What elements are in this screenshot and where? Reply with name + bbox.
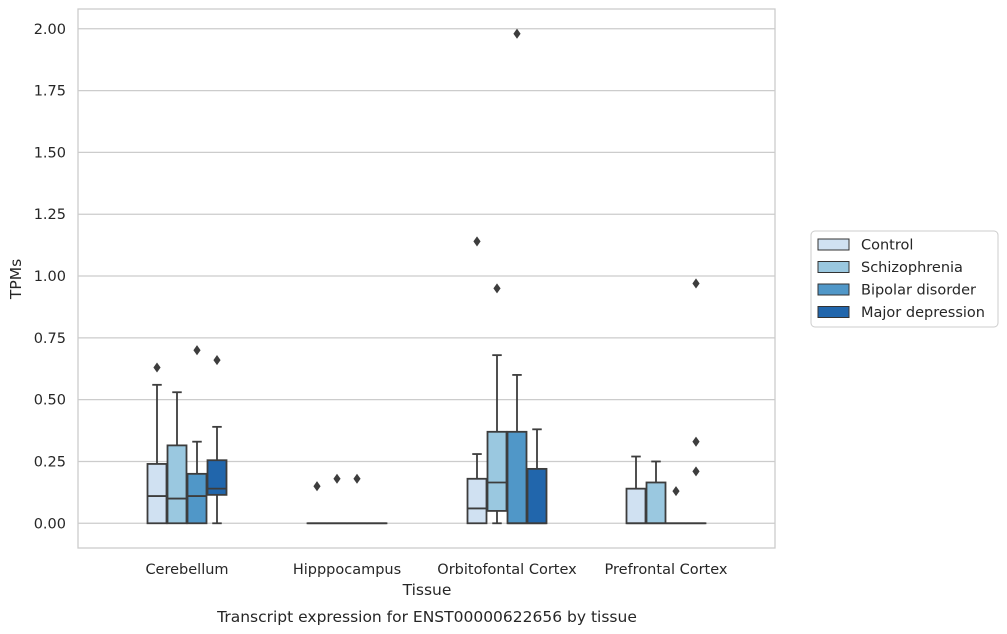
legend-label: Bipolar disorder	[861, 283, 976, 299]
legend-item: Bipolar disorder	[817, 283, 976, 299]
legend: Control Schizophrenia Bipolar disorder Majo…	[810, 230, 999, 328]
y-tick-label: 0.50	[34, 393, 66, 409]
chart-title: Transcript expression for ENST0000062265…	[216, 608, 637, 626]
outlier-point	[513, 28, 521, 39]
legend-label: Control	[861, 238, 913, 254]
legend-item: Schizophrenia	[817, 260, 963, 276]
legend-swatch	[817, 283, 850, 296]
y-axis-label: TPMs	[7, 259, 25, 300]
x-tick-label: Orbitofontal Cortex	[437, 562, 577, 578]
box-schizophrenia	[645, 460, 667, 525]
box-schizophrenia	[486, 283, 508, 525]
outlier-point	[333, 473, 341, 484]
x-axis-ticks: Cerebellum Hipppocampus Orbitofontal Corte…	[145, 562, 727, 578]
outlier-point	[353, 473, 361, 484]
box	[486, 430, 508, 512]
y-tick-label: 2.00	[34, 22, 66, 38]
outlier-point	[313, 481, 321, 492]
box-schizophrenia	[166, 391, 188, 525]
box	[526, 467, 548, 525]
box-bipolar-disorder	[186, 345, 208, 525]
box	[625, 487, 647, 525]
box-bipolar-disorder	[665, 486, 687, 525]
y-tick-label: 1.50	[34, 145, 66, 161]
outlier-point	[692, 278, 700, 289]
box-bipolar-disorder	[346, 473, 368, 525]
box-control	[625, 455, 647, 525]
box	[506, 430, 528, 525]
y-tick-label: 0.00	[34, 516, 66, 532]
x-tick-label: Hipppocampus	[293, 562, 401, 578]
box-major-depression	[526, 428, 548, 525]
x-tick-label: Prefrontal Cortex	[605, 562, 728, 578]
plot-frame	[77, 8, 776, 549]
box	[146, 463, 168, 525]
x-axis-label: Tissue	[402, 581, 452, 599]
outlier-point	[672, 486, 680, 497]
outlier-point	[193, 345, 201, 356]
box-control	[306, 481, 328, 525]
y-tick-label: 1.25	[34, 207, 66, 223]
legend-label: Major depression	[861, 305, 985, 321]
outlier-point	[692, 466, 700, 477]
legend-swatch	[817, 261, 850, 273]
box	[166, 444, 188, 525]
y-tick-label: 1.75	[34, 84, 66, 100]
y-axis-ticks: 0.00 0.25 0.50 0.75 1.00 1.25 1.50 1.75 2.00	[34, 22, 66, 532]
outlier-point	[213, 355, 221, 366]
x-tick-label: Cerebellum	[145, 562, 228, 578]
gridlines	[78, 28, 775, 524]
box-major-depression	[685, 278, 707, 525]
box	[645, 481, 667, 525]
box-plot-area	[146, 28, 707, 525]
outlier-point	[473, 236, 481, 247]
box	[186, 472, 208, 525]
box-major-depression	[206, 355, 228, 525]
legend-frame	[810, 230, 999, 328]
outlier-point	[153, 362, 161, 373]
box	[466, 477, 488, 525]
box	[206, 459, 228, 496]
legend-swatch	[817, 306, 850, 318]
legend-label: Schizophrenia	[861, 260, 963, 276]
legend-item: Control	[817, 238, 913, 254]
box-bipolar-disorder	[506, 28, 528, 525]
box-control	[466, 236, 488, 525]
outlier-point	[493, 283, 501, 294]
y-tick-label: 1.00	[34, 269, 66, 285]
outlier-point	[692, 436, 700, 447]
legend-swatch	[817, 238, 850, 251]
y-tick-label: 0.75	[34, 331, 66, 347]
box-control	[146, 362, 168, 525]
y-tick-label: 0.25	[34, 454, 66, 470]
legend-item: Major depression	[817, 305, 985, 321]
box-schizophrenia	[326, 473, 348, 525]
